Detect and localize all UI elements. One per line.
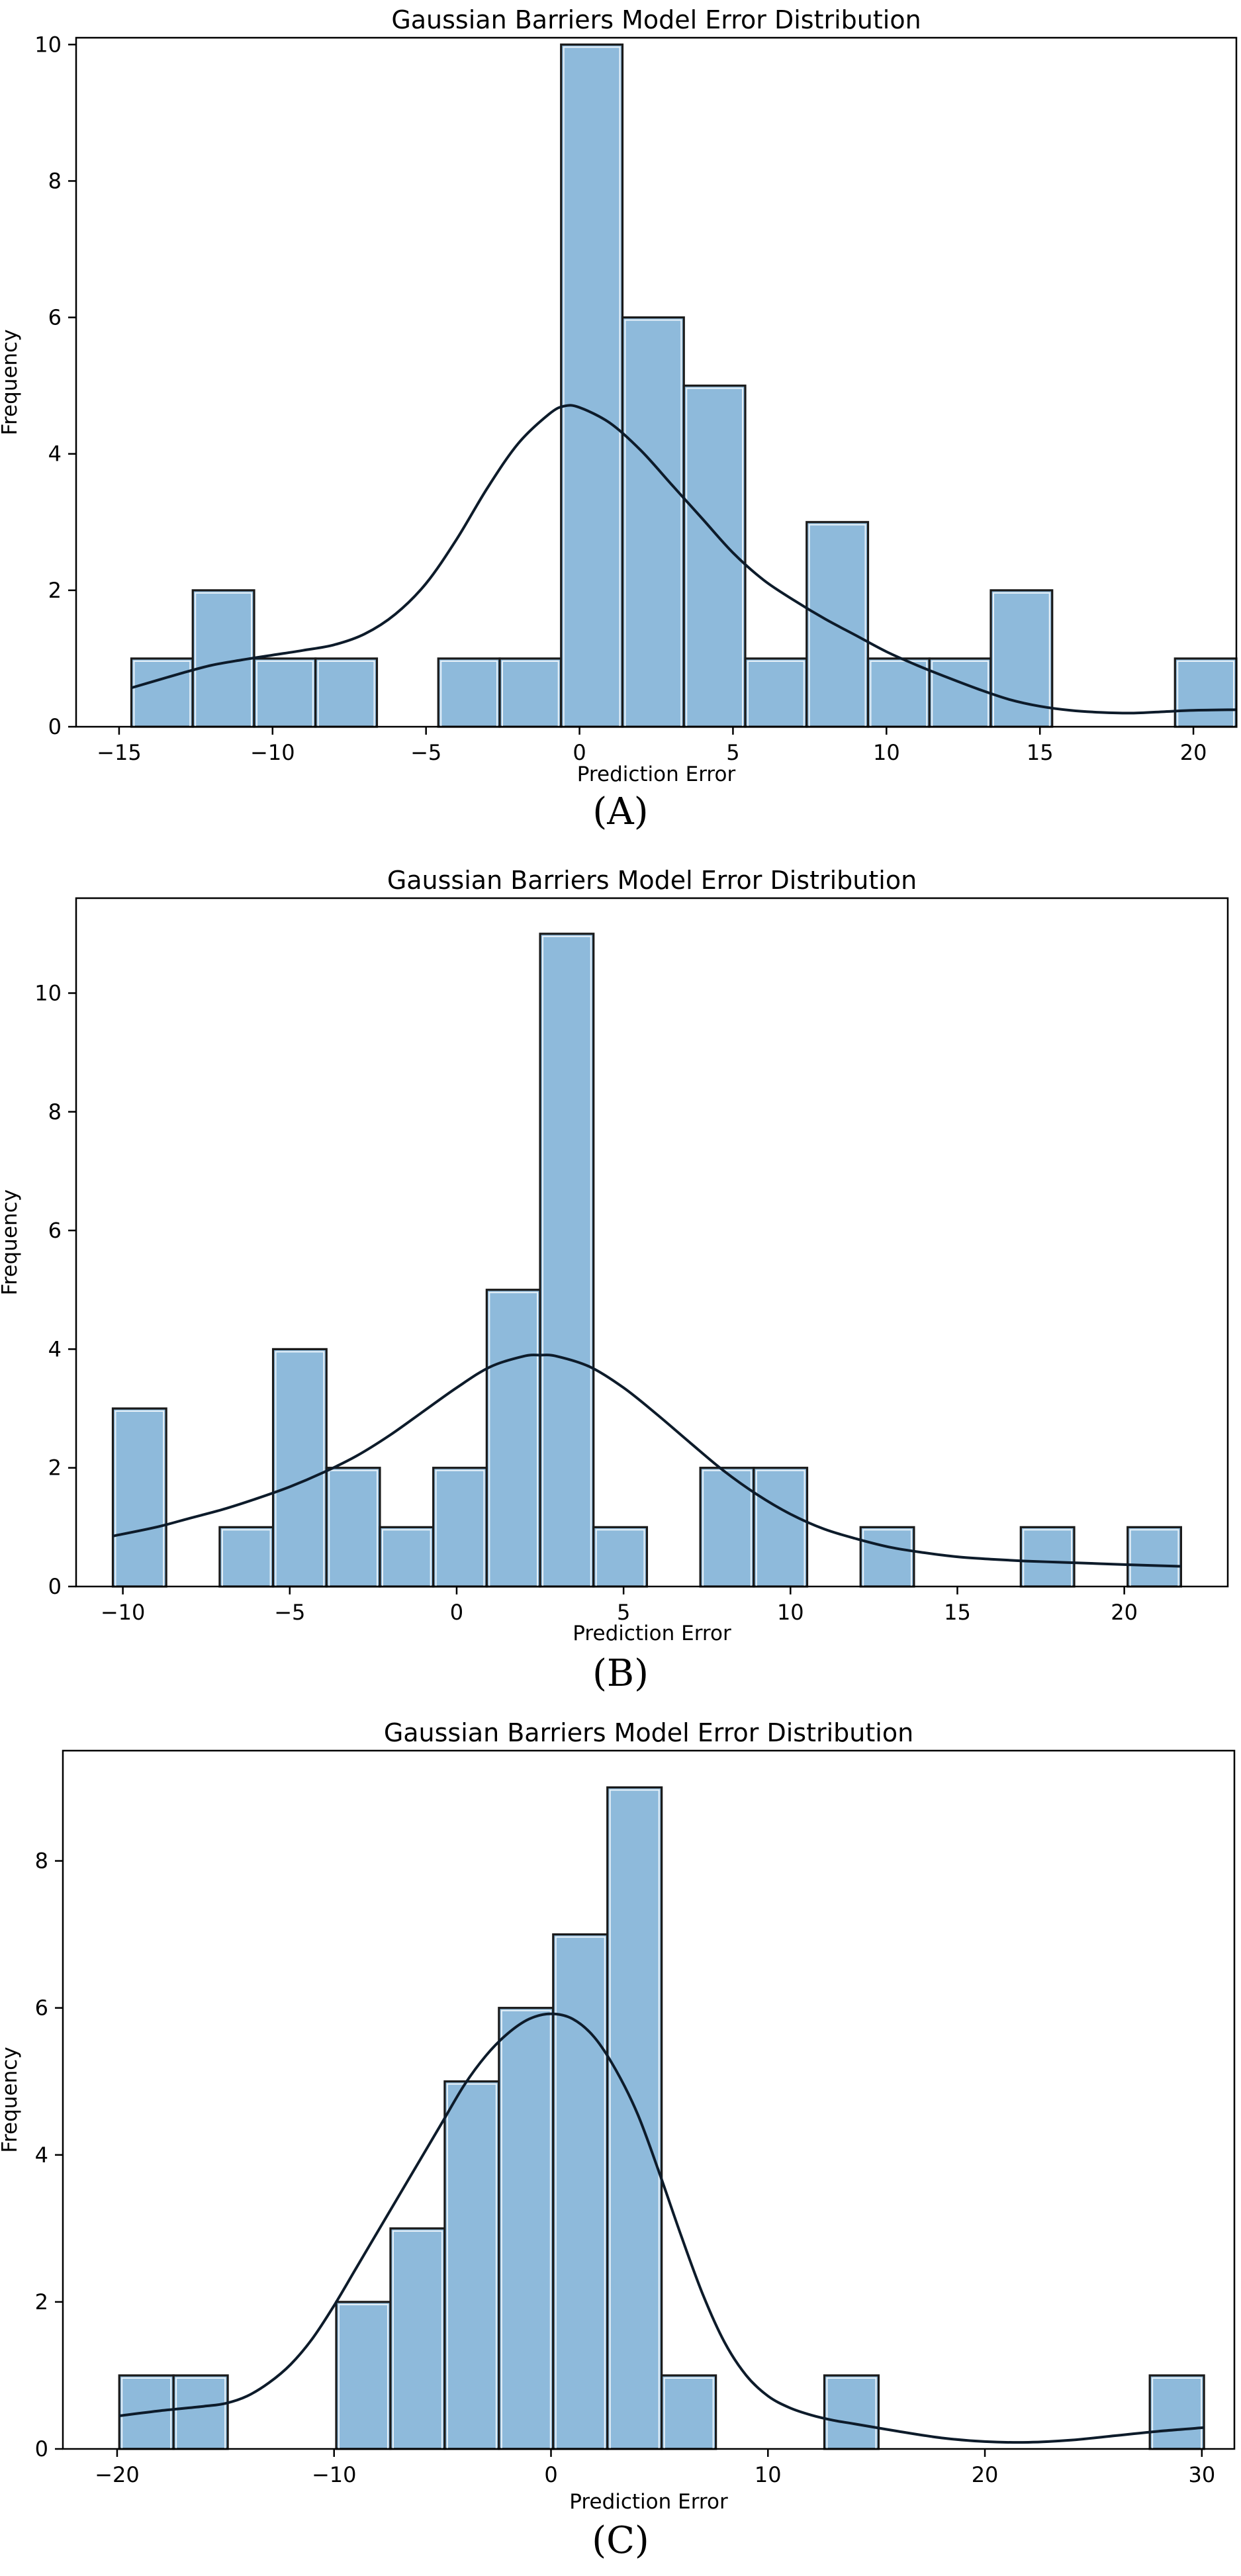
histogram-bar xyxy=(335,2301,392,2450)
chart-title: Gaussian Barriers Model Error Distributi… xyxy=(384,1718,913,1747)
histogram-bar xyxy=(271,1348,328,1588)
x-tick-label: −10 xyxy=(312,2462,357,2487)
y-tick-label: 2 xyxy=(35,2289,48,2315)
y-tick-label: 0 xyxy=(35,2436,48,2461)
y-tick-label: 4 xyxy=(48,1336,62,1361)
x-tick-label: 5 xyxy=(617,1600,630,1625)
x-tick-label: −10 xyxy=(101,1600,146,1625)
histogram-bar xyxy=(111,1407,167,1588)
y-tick-label: 8 xyxy=(48,168,62,193)
histogram-bar xyxy=(823,2374,880,2450)
kde-curve xyxy=(130,404,1237,715)
chart-panel: Gaussian Barriers Model Error Distributi… xyxy=(0,1701,1241,2576)
histogram-bar xyxy=(218,1526,275,1588)
chart-svg: Gaussian Barriers Model Error Distributi… xyxy=(0,1718,1236,2514)
histogram-bar xyxy=(928,657,992,728)
x-tick-label: 30 xyxy=(1188,2462,1215,2487)
panel-label: (B) xyxy=(592,1652,649,1695)
histogram-bar xyxy=(1148,2374,1205,2450)
y-tick-label: 6 xyxy=(48,305,62,330)
histogram-bar xyxy=(253,657,317,728)
histogram-bar xyxy=(560,43,624,728)
y-axis-label: Frequency xyxy=(0,329,22,435)
axes-frame xyxy=(75,897,1229,1588)
x-tick-label: 20 xyxy=(1180,740,1207,765)
chart-panel: Gaussian Barriers Model Error Distributi… xyxy=(0,0,1241,841)
histogram-bar xyxy=(621,316,685,728)
histogram-bar xyxy=(1173,657,1238,728)
histogram-bar xyxy=(437,657,501,728)
chart-svg: Gaussian Barriers Model Error Distributi… xyxy=(0,866,1229,1645)
histogram-bar xyxy=(389,2227,446,2450)
panel-label: (C) xyxy=(592,2519,649,2562)
histogram-bar xyxy=(1019,1526,1076,1588)
y-tick-label: 8 xyxy=(48,1099,62,1125)
y-tick-label: 6 xyxy=(48,1218,62,1243)
histogram-bar xyxy=(498,657,563,728)
x-tick-label: 0 xyxy=(573,740,586,765)
histogram-bar xyxy=(172,2374,229,2450)
x-axis-label: Prediction Error xyxy=(569,2490,728,2514)
y-axis-label: Frequency xyxy=(0,1189,22,1295)
x-tick-label: 10 xyxy=(755,2462,782,2487)
histogram-bar xyxy=(753,1467,809,1588)
x-tick-label: 20 xyxy=(972,2462,999,2487)
x-tick-label: −5 xyxy=(274,1600,305,1625)
chart-svg: Gaussian Barriers Model Error Distributi… xyxy=(0,5,1238,786)
y-tick-label: 0 xyxy=(48,1574,62,1599)
histogram-bar xyxy=(866,657,931,728)
chart-title: Gaussian Barriers Model Error Distributi… xyxy=(391,5,921,34)
panel-label: (A) xyxy=(592,790,649,833)
histogram-bar xyxy=(130,657,194,728)
histogram-bar xyxy=(498,2007,555,2450)
histogram-bar xyxy=(592,1526,649,1588)
x-tick-label: 0 xyxy=(544,2462,557,2487)
x-tick-label: 10 xyxy=(777,1600,804,1625)
chart-title: Gaussian Barriers Model Error Distributi… xyxy=(387,866,917,895)
x-tick-label: −15 xyxy=(97,740,142,765)
y-axis-label: Frequency xyxy=(0,2047,22,2152)
kde-curve xyxy=(118,2012,1205,2444)
x-tick-label: −20 xyxy=(95,2462,140,2487)
y-tick-label: 2 xyxy=(48,1455,62,1481)
histogram-bar xyxy=(379,1526,435,1588)
y-tick-label: 4 xyxy=(48,441,62,467)
x-tick-label: 10 xyxy=(873,740,900,765)
x-tick-label: −10 xyxy=(250,740,295,765)
x-tick-label: 15 xyxy=(944,1600,971,1625)
histogram-bar xyxy=(443,2080,500,2450)
y-tick-label: 10 xyxy=(34,32,62,57)
axes-frame xyxy=(62,1749,1236,2450)
x-tick-label: 15 xyxy=(1027,740,1054,765)
histogram-bar xyxy=(1126,1526,1182,1588)
y-tick-label: 10 xyxy=(34,980,62,1005)
y-tick-label: 8 xyxy=(35,1849,48,1874)
x-tick-label: 0 xyxy=(450,1600,463,1625)
histogram-bar xyxy=(314,657,379,728)
chart-panel: Gaussian Barriers Model Error Distributi… xyxy=(0,841,1241,1701)
x-tick-label: 20 xyxy=(1111,1600,1138,1625)
histogram-bar xyxy=(606,1786,663,2450)
y-tick-label: 0 xyxy=(48,714,62,739)
axes-frame xyxy=(75,36,1238,728)
histogram-bar xyxy=(118,2374,175,2450)
histogram-bar xyxy=(989,589,1054,728)
kde-curve xyxy=(113,1354,1181,1568)
histogram-bar xyxy=(859,1526,915,1588)
x-axis-label: Prediction Error xyxy=(573,1622,731,1645)
x-axis-label: Prediction Error xyxy=(577,762,736,786)
histogram-bar xyxy=(744,657,808,728)
y-tick-label: 6 xyxy=(35,1996,48,2021)
histogram-bar xyxy=(661,2374,717,2450)
x-tick-label: 5 xyxy=(726,740,739,765)
y-tick-label: 4 xyxy=(35,2142,48,2168)
histogram-bar xyxy=(485,1289,541,1588)
y-tick-label: 2 xyxy=(48,578,62,603)
histogram-bar xyxy=(432,1467,488,1588)
histogram-bar xyxy=(552,1933,609,2450)
histogram-bar xyxy=(539,933,595,1588)
histogram-bar xyxy=(325,1467,381,1588)
x-tick-label: −5 xyxy=(410,740,441,765)
